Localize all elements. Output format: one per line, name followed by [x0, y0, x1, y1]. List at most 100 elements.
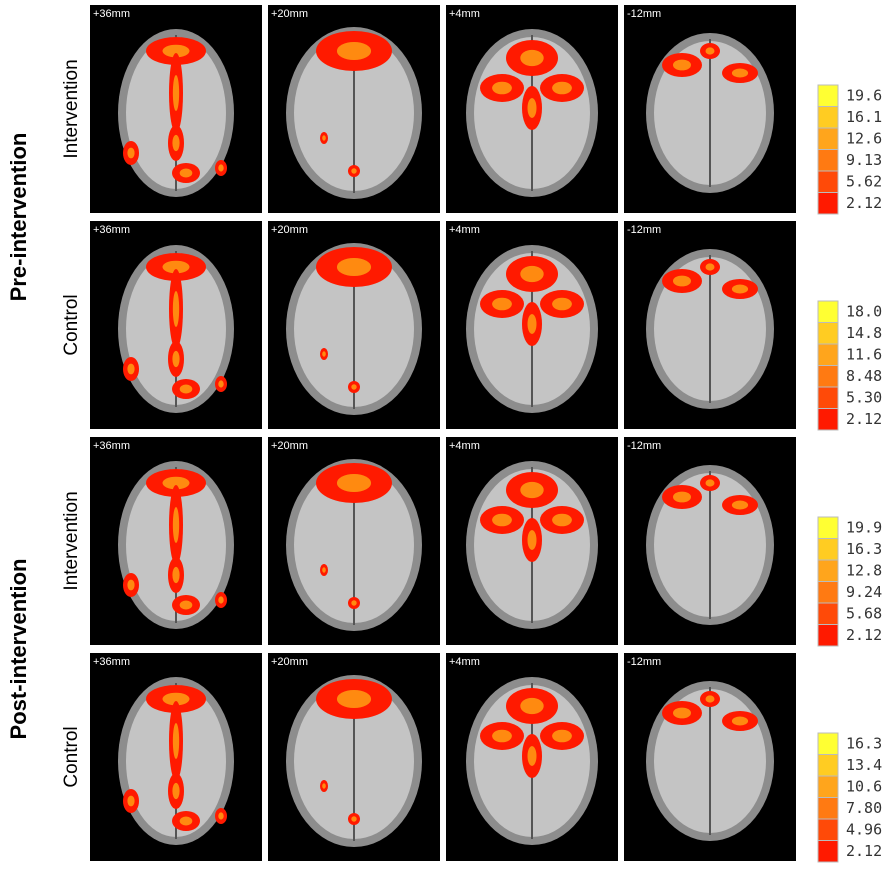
slice-label: -12mm — [627, 440, 661, 452]
activation-peak — [218, 164, 224, 172]
activation-peak — [336, 690, 372, 708]
colorbar-segment — [817, 840, 839, 863]
colorbar-segment — [817, 192, 839, 215]
colorbar-label: 2.12 — [846, 626, 882, 644]
colorbar-label: 16.3 — [846, 734, 882, 752]
slice-label: -12mm — [627, 656, 661, 668]
colorbar-segment — [817, 624, 839, 647]
activation-peak — [336, 42, 372, 60]
activation-peak — [673, 491, 691, 503]
activation-peak — [172, 507, 180, 543]
activation-peak — [552, 513, 572, 527]
activation-peak — [520, 481, 544, 499]
colorbar-segment — [817, 149, 839, 172]
colorbar-label: 16.1 — [846, 108, 882, 126]
activation-peak — [673, 707, 691, 719]
activation-peak — [162, 44, 190, 58]
colorbar-label: 9.13 — [846, 151, 882, 169]
colorbar-segment — [817, 797, 839, 820]
activation-peak — [705, 263, 715, 271]
activation-peak — [527, 98, 537, 118]
colorbar-label: 10.6 — [846, 777, 882, 795]
slice-label: +4mm — [449, 224, 480, 236]
colorbar-segment — [817, 386, 839, 409]
activation-peak — [172, 75, 180, 111]
group-label: Post-intervention — [6, 559, 31, 740]
slice-label: +36mm — [93, 8, 130, 20]
activation-peak — [552, 729, 572, 743]
colorbar-label: 14.8 — [846, 324, 882, 342]
colorbar-label: 12.8 — [846, 561, 882, 579]
activation-peak — [552, 297, 572, 311]
activation-peak — [731, 68, 749, 78]
colorbar-label: 5.62 — [846, 172, 882, 190]
colorbar-segment — [817, 322, 839, 345]
colorbar-segment — [817, 84, 839, 107]
colorbar-segment — [817, 300, 839, 323]
colorbar-segment — [817, 365, 839, 388]
colorbar-segment — [817, 127, 839, 150]
colorbar-label: 19.9 — [846, 518, 882, 536]
colorbar-segment — [817, 170, 839, 193]
colorbar-segment — [817, 343, 839, 366]
activation-peak — [705, 479, 715, 487]
slice-label: +36mm — [93, 656, 130, 668]
activation-peak — [673, 59, 691, 71]
slice-label: -12mm — [627, 8, 661, 20]
activation-peak — [492, 513, 512, 527]
slice-label: +20mm — [271, 224, 308, 236]
activation-peak — [520, 49, 544, 67]
colorbar-segment — [817, 516, 839, 539]
colorbar-label: 9.24 — [846, 583, 882, 601]
activation-peak — [162, 692, 190, 706]
activation-peak — [218, 380, 224, 388]
colorbar-label: 2.12 — [846, 194, 882, 212]
colorbar-segment — [817, 559, 839, 582]
activation-peak — [322, 351, 326, 357]
activation-peak — [527, 746, 537, 766]
colorbar-segment — [817, 732, 839, 755]
activation-peak — [351, 168, 357, 174]
activation-peak — [172, 723, 180, 759]
activation-peak — [351, 816, 357, 822]
slice-label: +20mm — [271, 440, 308, 452]
slice-label: +20mm — [271, 8, 308, 20]
activation-peak — [162, 260, 190, 274]
activation-peak — [162, 476, 190, 490]
colorbar-segment — [817, 602, 839, 625]
activation-peak — [731, 500, 749, 510]
slice-label: +4mm — [449, 656, 480, 668]
activation-peak — [705, 47, 715, 55]
colorbar-label: 5.68 — [846, 604, 882, 622]
row-label: Control — [61, 294, 82, 355]
row-label: Control — [61, 726, 82, 787]
activation-peak — [322, 135, 326, 141]
activation-peak — [520, 697, 544, 715]
activation-peak — [172, 782, 180, 800]
activation-peak — [218, 812, 224, 820]
colorbar-label: 4.96 — [846, 820, 882, 838]
activation-peak — [127, 147, 135, 159]
activation-peak — [336, 474, 372, 492]
activation-peak — [179, 168, 193, 178]
activation-peak — [179, 384, 193, 394]
colorbar-label: 12.6 — [846, 129, 882, 147]
activation-peak — [172, 291, 180, 327]
colorbar-label: 2.12 — [846, 842, 882, 860]
activation-peak — [351, 384, 357, 390]
slice-label: +20mm — [271, 656, 308, 668]
slice-label: +4mm — [449, 8, 480, 20]
activation-peak — [527, 530, 537, 550]
activation-peak — [172, 566, 180, 584]
activation-peak — [351, 600, 357, 606]
activation-peak — [322, 783, 326, 789]
row-label: Intervention — [61, 491, 82, 590]
activation-peak — [127, 579, 135, 591]
colorbar-label: 2.12 — [846, 410, 882, 428]
colorbar-segment — [817, 538, 839, 561]
colorbar-label: 13.4 — [846, 756, 882, 774]
activation-peak — [705, 695, 715, 703]
activation-peak — [520, 265, 544, 283]
